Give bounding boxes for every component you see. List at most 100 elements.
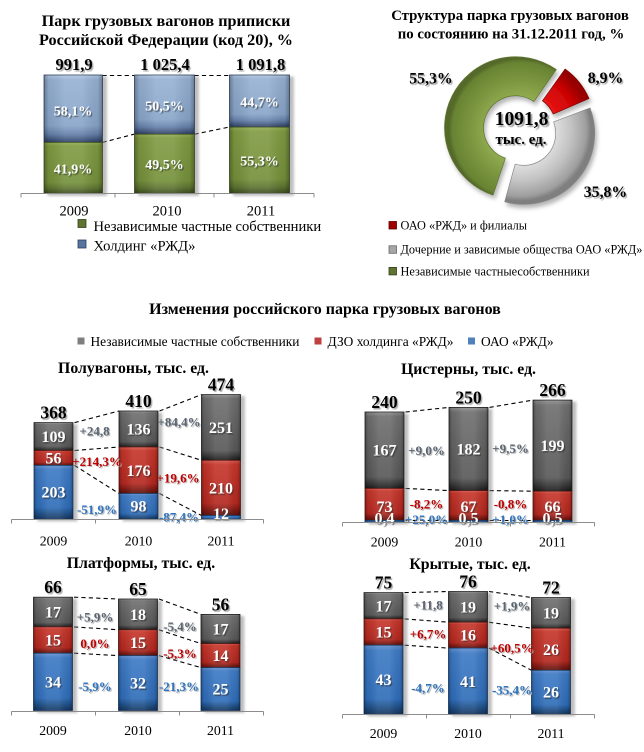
svg-text:Крытые, тыс. ед.: Крытые, тыс. ед. bbox=[409, 556, 530, 573]
svg-text:12: 12 bbox=[213, 506, 229, 523]
svg-text:Независимые частные собственни: Независимые частные собственники bbox=[94, 219, 322, 235]
svg-text:2009: 2009 bbox=[370, 726, 398, 741]
svg-text:-35,4%: -35,4% bbox=[492, 683, 532, 698]
svg-text:1 091,8: 1 091,8 bbox=[236, 55, 286, 74]
svg-text:17: 17 bbox=[213, 622, 229, 639]
svg-text:-5,4%: -5,4% bbox=[163, 619, 197, 634]
svg-text:16: 16 bbox=[460, 628, 476, 645]
svg-text:2009: 2009 bbox=[371, 535, 399, 550]
svg-text:26: 26 bbox=[543, 685, 559, 702]
svg-text:251: 251 bbox=[209, 420, 233, 437]
svg-text:+25,0%: +25,0% bbox=[405, 512, 448, 527]
svg-text:56: 56 bbox=[212, 594, 230, 614]
svg-text:-8,2%: -8,2% bbox=[410, 497, 444, 512]
svg-text:2009: 2009 bbox=[60, 204, 89, 220]
svg-text:Цистерны, тыс. ед.: Цистерны, тыс. ед. bbox=[401, 361, 536, 378]
svg-text:Парк грузовых вагонов приписки: Парк грузовых вагонов приписки bbox=[42, 12, 291, 30]
svg-text:65: 65 bbox=[129, 579, 147, 599]
svg-text:35,8%: 35,8% bbox=[584, 184, 627, 201]
svg-text:8,9%: 8,9% bbox=[588, 70, 624, 87]
svg-text:-51,9%: -51,9% bbox=[77, 502, 117, 517]
svg-text:210: 210 bbox=[209, 481, 233, 498]
svg-text:98: 98 bbox=[131, 499, 147, 516]
svg-text:2011: 2011 bbox=[537, 726, 564, 741]
svg-text:41: 41 bbox=[460, 674, 476, 691]
svg-text:по состоянию на 31.12.2011 год: по состоянию на 31.12.2011 год, % bbox=[398, 27, 625, 43]
svg-text:ОАО «РЖД»: ОАО «РЖД» bbox=[481, 334, 554, 349]
svg-text:136: 136 bbox=[127, 422, 151, 439]
svg-text:2011: 2011 bbox=[247, 204, 275, 220]
svg-text:Независимые частныесобственник: Независимые частныесобственники bbox=[401, 264, 590, 278]
svg-text:Полувагоны, тыс. ед.: Полувагоны, тыс. ед. bbox=[58, 360, 209, 377]
svg-text:+24,8: +24,8 bbox=[79, 424, 110, 439]
svg-text:Российской Федерации (код 20),: Российской Федерации (код 20), % bbox=[39, 31, 293, 49]
svg-text:44,7%: 44,7% bbox=[240, 96, 279, 111]
svg-text:58,1%: 58,1% bbox=[54, 105, 93, 120]
svg-text:2010: 2010 bbox=[455, 535, 483, 550]
svg-text:18: 18 bbox=[130, 607, 146, 624]
svg-text:Изменения российского парка гр: Изменения российского парка грузовых ваг… bbox=[149, 301, 501, 318]
svg-text:+214,3%: +214,3% bbox=[72, 454, 122, 469]
svg-text:41,9%: 41,9% bbox=[54, 163, 93, 178]
svg-text:991,9: 991,9 bbox=[55, 55, 92, 74]
svg-text:1 025,4: 1 025,4 bbox=[140, 55, 190, 74]
svg-text:+84,4%: +84,4% bbox=[157, 415, 200, 430]
svg-text:-21,3%: -21,3% bbox=[159, 679, 199, 694]
svg-text:182: 182 bbox=[457, 442, 481, 459]
svg-text:410: 410 bbox=[125, 391, 152, 411]
svg-text:0,5: 0,5 bbox=[543, 511, 563, 528]
svg-text:2011: 2011 bbox=[539, 535, 566, 550]
svg-text:+1,0%: +1,0% bbox=[492, 512, 529, 527]
svg-text:-5,9%: -5,9% bbox=[78, 679, 112, 694]
svg-text:32: 32 bbox=[130, 676, 146, 693]
svg-text:240: 240 bbox=[371, 392, 398, 412]
svg-text:Холдинг «РЖД»: Холдинг «РЖД» bbox=[94, 239, 196, 255]
svg-text:2011: 2011 bbox=[207, 723, 234, 738]
svg-text:2010: 2010 bbox=[125, 534, 153, 549]
svg-text:67: 67 bbox=[461, 499, 477, 516]
svg-text:72: 72 bbox=[542, 578, 560, 598]
svg-text:109: 109 bbox=[42, 429, 66, 446]
svg-text:176: 176 bbox=[127, 463, 151, 480]
svg-text:17: 17 bbox=[376, 598, 392, 615]
svg-text:34: 34 bbox=[45, 674, 61, 691]
svg-text:368: 368 bbox=[40, 403, 67, 423]
svg-text:203: 203 bbox=[42, 485, 66, 502]
svg-text:76: 76 bbox=[459, 572, 477, 592]
svg-text:2010: 2010 bbox=[153, 204, 182, 220]
svg-text:+11,8: +11,8 bbox=[413, 598, 443, 613]
svg-text:+6,7%: +6,7% bbox=[410, 627, 447, 642]
svg-text:+1,9%: +1,9% bbox=[494, 599, 531, 614]
svg-text:-87,4%: -87,4% bbox=[159, 510, 199, 525]
svg-text:17: 17 bbox=[45, 605, 61, 622]
svg-text:266: 266 bbox=[539, 380, 566, 400]
svg-text:19: 19 bbox=[460, 599, 476, 616]
svg-text:55,3%: 55,3% bbox=[240, 155, 279, 170]
svg-text:15: 15 bbox=[376, 625, 392, 642]
svg-text:2010: 2010 bbox=[454, 726, 482, 741]
svg-text:2009: 2009 bbox=[39, 723, 67, 738]
svg-text:ОАО «РЖД» и филиалы: ОАО «РЖД» и филиалы bbox=[401, 218, 528, 232]
svg-text:56: 56 bbox=[46, 451, 62, 468]
svg-text:474: 474 bbox=[208, 375, 235, 395]
svg-text:2010: 2010 bbox=[124, 723, 152, 738]
svg-text:Независимые частные собственни: Независимые частные собственники bbox=[91, 334, 300, 349]
svg-text:250: 250 bbox=[455, 387, 482, 407]
svg-text:тыс. ед.: тыс. ед. bbox=[495, 132, 546, 148]
svg-text:199: 199 bbox=[541, 438, 565, 455]
svg-text:26: 26 bbox=[543, 642, 559, 659]
svg-text:+19,6%: +19,6% bbox=[156, 471, 199, 486]
svg-text:19: 19 bbox=[543, 605, 559, 622]
svg-text:0,0%: 0,0% bbox=[80, 636, 109, 651]
svg-text:Дочерние и зависимые общества: Дочерние и зависимые общества ОАО «РЖД» bbox=[401, 243, 643, 257]
svg-text:Структура парка грузовых вагон: Структура парка грузовых вагонов bbox=[391, 8, 629, 24]
svg-text:25: 25 bbox=[213, 682, 229, 699]
svg-text:-5,3%: -5,3% bbox=[163, 646, 197, 661]
svg-text:49,5%: 49,5% bbox=[145, 158, 184, 173]
svg-text:+60,5%: +60,5% bbox=[490, 641, 533, 656]
svg-text:2009: 2009 bbox=[40, 534, 68, 549]
svg-text:0,4: 0,4 bbox=[375, 511, 395, 528]
svg-text:50,5%: 50,5% bbox=[145, 100, 184, 115]
svg-text:+9,0%: +9,0% bbox=[408, 443, 445, 458]
svg-text:43: 43 bbox=[376, 672, 392, 689]
